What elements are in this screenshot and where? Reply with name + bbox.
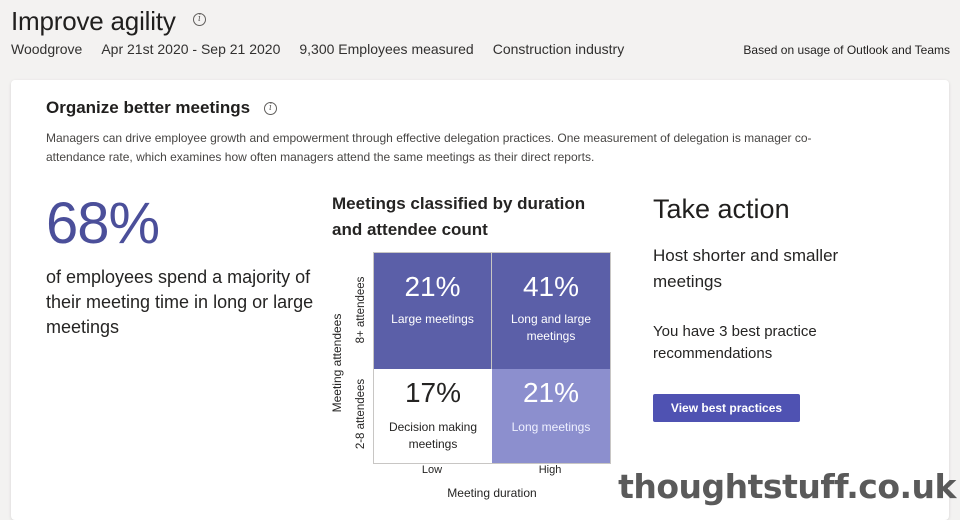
col-label-low: Low bbox=[421, 464, 443, 476]
matrix-title: Meetings classified by duration and atte… bbox=[332, 194, 586, 239]
cell-percent: 17% bbox=[404, 377, 462, 408]
page-title: Improve agility bbox=[11, 6, 176, 36]
recommendation-count: You have 3 best practice recommendations bbox=[653, 323, 817, 362]
cell-label: Decision making meetings bbox=[388, 420, 478, 451]
cell-percent: 41% bbox=[522, 271, 580, 302]
matrix-cell-long-meetings: 21% Long meetings bbox=[492, 369, 610, 463]
stat-description: of employees spend a majority of their m… bbox=[46, 267, 314, 337]
take-action-title: Take action bbox=[653, 194, 790, 224]
row-label-small: 2-8 attendees bbox=[355, 378, 367, 450]
cell-percent: 21% bbox=[404, 271, 461, 302]
col-label-high: High bbox=[538, 464, 562, 476]
cell-label: Long and large meetings bbox=[510, 312, 592, 343]
card-description: Managers can drive employee growth and e… bbox=[46, 131, 812, 164]
employees-measured: 9,300 Employees measured bbox=[299, 41, 474, 57]
row-label-large: 8+ attendees bbox=[355, 276, 367, 344]
card-title: Organize better meetings bbox=[46, 98, 251, 117]
matrix-cell-long-large-meetings: 41% Long and large meetings bbox=[492, 253, 610, 369]
stat-value: 68% bbox=[46, 191, 160, 256]
x-axis-title: Meeting duration bbox=[447, 486, 537, 500]
cell-percent: 21% bbox=[522, 377, 580, 408]
view-best-practices-button[interactable]: View best practices bbox=[653, 394, 800, 422]
usage-note: Based on usage of Outlook and Teams bbox=[743, 43, 950, 57]
matrix-cell-decision-meetings: 17% Decision making meetings bbox=[374, 369, 492, 463]
date-range: Apr 21st 2020 - Sep 21 2020 bbox=[101, 41, 281, 57]
insight-card: Organize better meetings i Managers can … bbox=[11, 80, 949, 520]
industry: Construction industry bbox=[492, 41, 625, 57]
meta-row: Woodgrove Apr 21st 2020 - Sep 21 2020 9,… bbox=[11, 41, 624, 57]
matrix-cell-large-meetings: 21% Large meetings bbox=[374, 253, 492, 369]
info-icon[interactable]: i bbox=[264, 102, 277, 115]
y-axis-title: Meeting attendees bbox=[330, 313, 344, 413]
watermark: thoughtstuff.co.uk bbox=[618, 467, 956, 506]
org-name: Woodgrove bbox=[11, 41, 83, 57]
action-subtitle: Host shorter and smaller meetings bbox=[653, 246, 839, 291]
meeting-matrix: 21% Large meetings 41% Long and large me… bbox=[373, 252, 611, 464]
info-icon[interactable]: i bbox=[193, 13, 206, 26]
cell-label: Large meetings bbox=[391, 312, 474, 326]
cell-label: Long meetings bbox=[511, 420, 591, 434]
